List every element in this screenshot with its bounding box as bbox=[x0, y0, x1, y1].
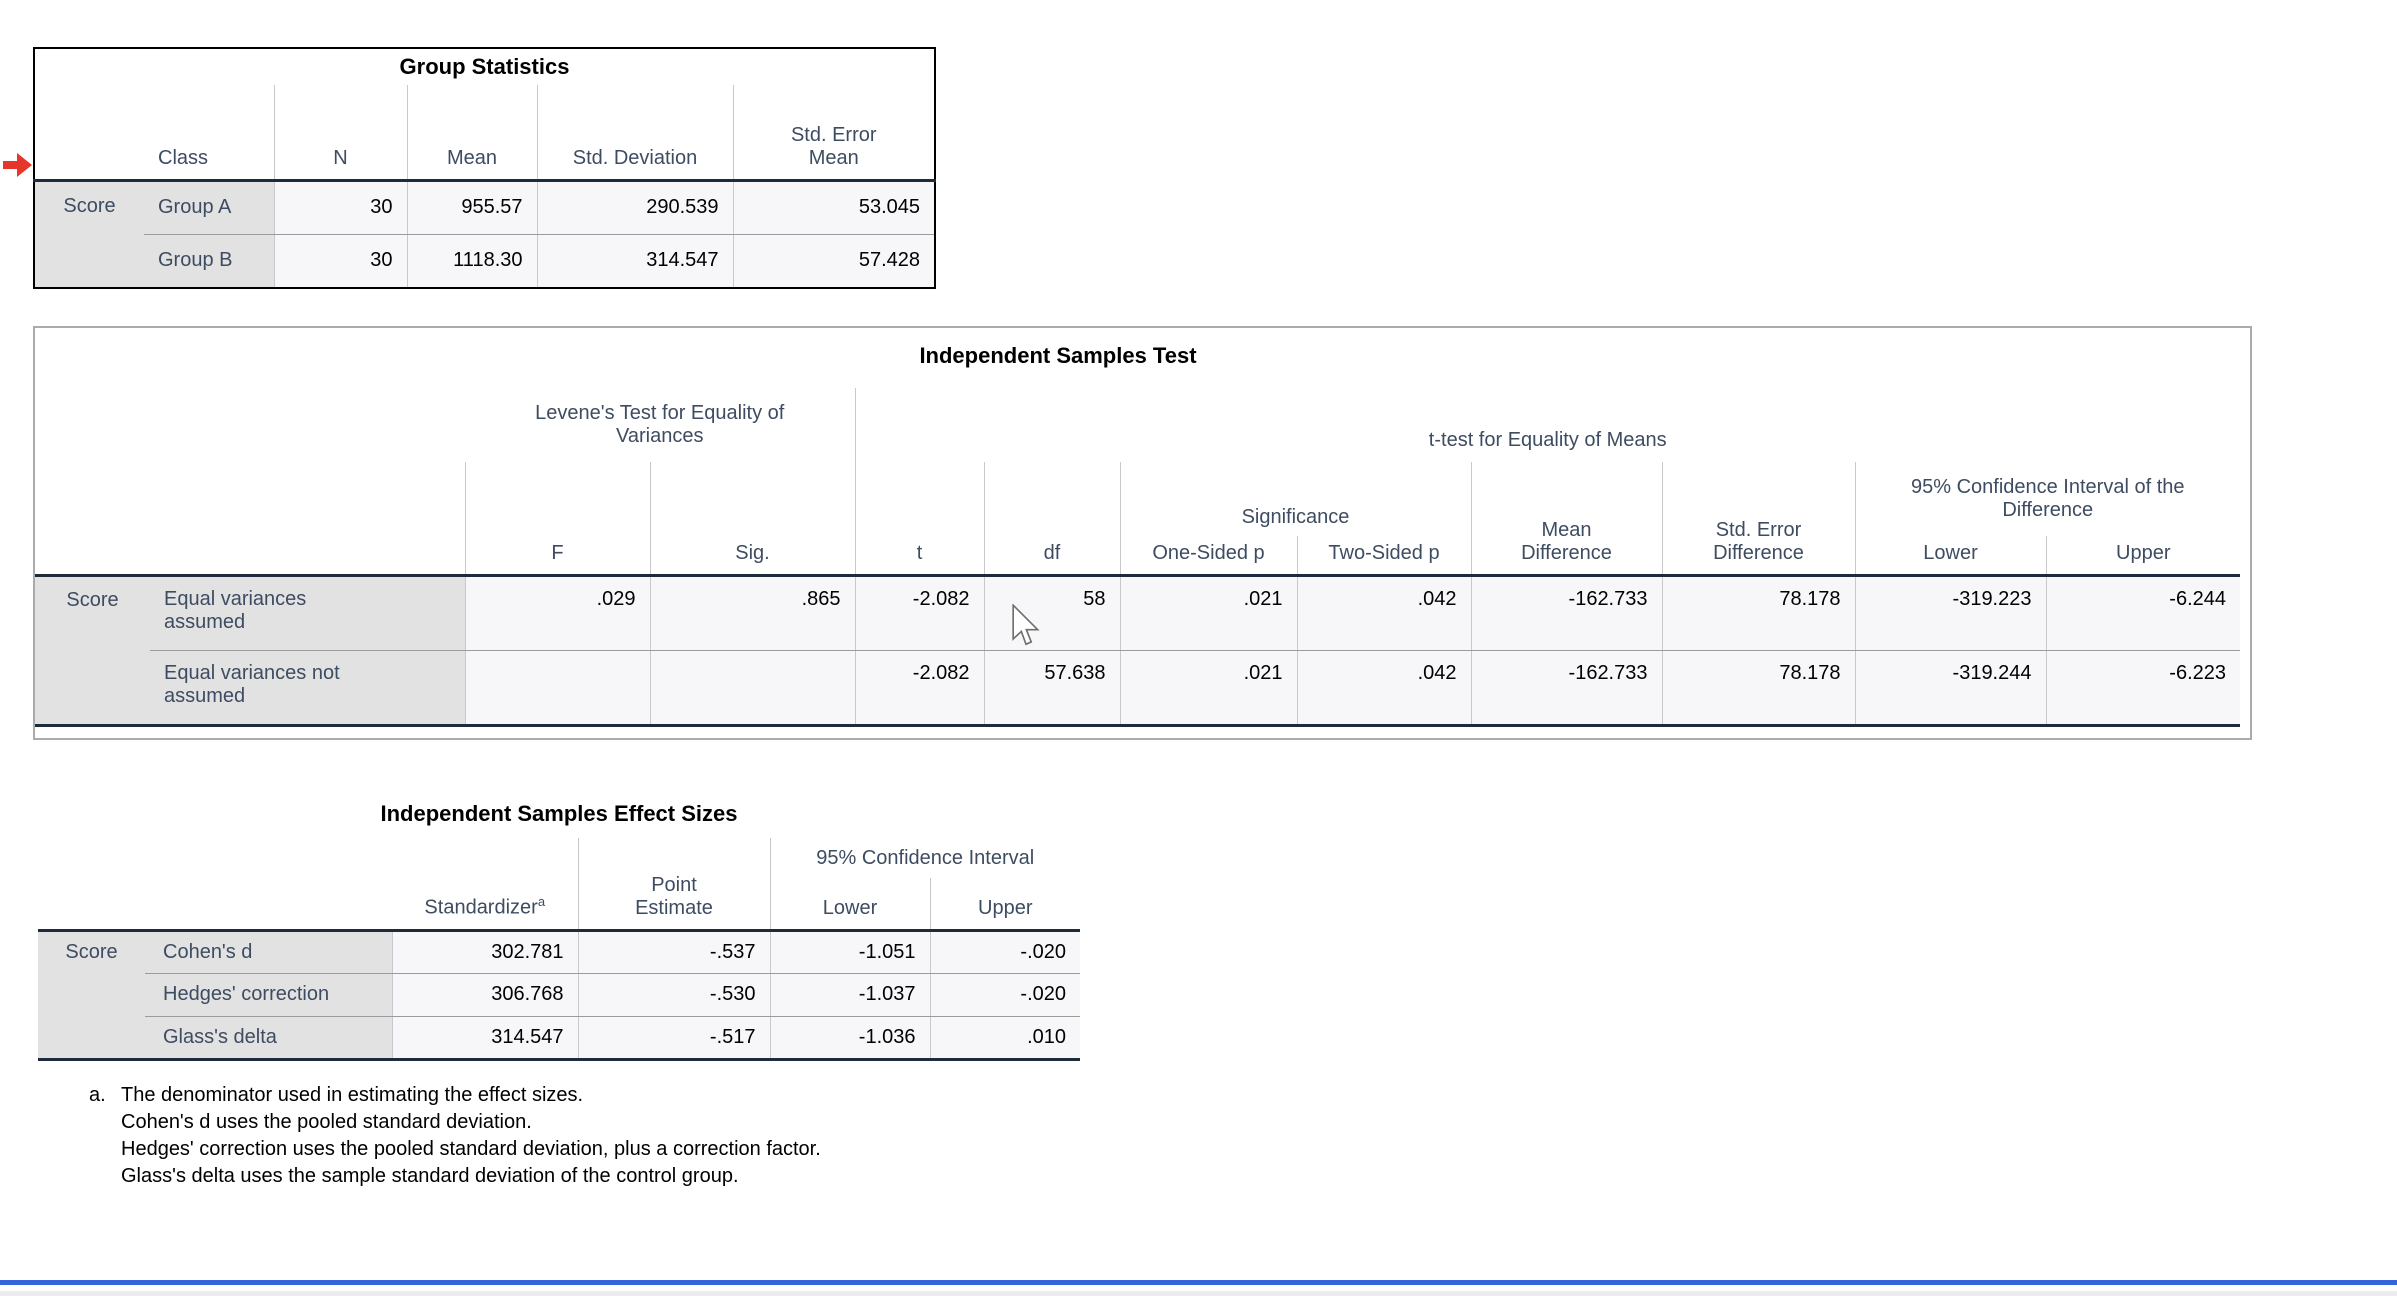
value-cell-sig bbox=[649, 650, 855, 727]
col-header-upper: Upper bbox=[2045, 536, 2240, 577]
window-edge-strip bbox=[0, 1291, 2397, 1296]
value-cell-point: -.537 bbox=[577, 930, 770, 974]
row-label-glass: Glass's delta bbox=[145, 1016, 392, 1061]
value-cell-two-sided: .042 bbox=[1296, 575, 1471, 651]
col-header-df: df bbox=[983, 462, 1120, 577]
value-cell-lower: -1.036 bbox=[769, 1016, 930, 1061]
value-cell-df: 58 bbox=[983, 575, 1120, 651]
independent-samples-test-table[interactable]: Levene's Test for Equality of Variances … bbox=[35, 388, 2240, 727]
value-cell-standardizer: 302.781 bbox=[391, 930, 578, 974]
value-cell-stddev-a: 290.539 bbox=[536, 180, 733, 235]
col-header-class: Class bbox=[144, 85, 274, 182]
col-header-lower: Lower bbox=[769, 878, 930, 932]
row-var-label: Score bbox=[38, 930, 145, 1061]
value-cell-upper: -.020 bbox=[929, 973, 1080, 1017]
row-var-label: Score bbox=[34, 180, 144, 288]
selection-outline bbox=[33, 326, 2252, 740]
value-cell-one-sided: .021 bbox=[1119, 575, 1297, 651]
footnote-marker: a. bbox=[89, 1084, 106, 1106]
value-cell-one-sided: .021 bbox=[1119, 650, 1297, 727]
corner-cell bbox=[38, 838, 392, 932]
value-cell-point: -.530 bbox=[577, 973, 770, 1017]
row-var-label: Score bbox=[35, 575, 150, 727]
value-cell-upper: -6.244 bbox=[2045, 575, 2240, 651]
effect-sizes-title: Independent Samples Effect Sizes bbox=[380, 801, 738, 826]
row-label-hedges: Hedges' correction bbox=[145, 973, 392, 1017]
value-cell-stderr-b: 57.428 bbox=[732, 234, 935, 288]
value-cell-sig: .865 bbox=[649, 575, 855, 651]
col-header-lower: Lower bbox=[1854, 536, 2046, 577]
row-label-cohens-d: Cohen's d bbox=[145, 930, 392, 974]
group-header-significance: Significance bbox=[1119, 462, 1471, 536]
footnote-lines: The denominator used in estimating the e… bbox=[121, 1082, 821, 1190]
independent-samples-test-title: Independent Samples Test bbox=[919, 343, 1197, 368]
col-header-mean-difference: Mean Difference bbox=[1470, 462, 1662, 577]
value-cell-mean-b: 1118.30 bbox=[406, 234, 537, 288]
value-cell-n-b: 30 bbox=[273, 234, 407, 288]
col-header-std-error-mean: Std. Error Mean bbox=[732, 85, 935, 182]
value-cell-f bbox=[464, 650, 650, 727]
table-footnote: a. The denominator used in estimating th… bbox=[89, 1082, 821, 1190]
corner-cell bbox=[35, 388, 465, 577]
value-cell-f: .029 bbox=[464, 575, 650, 651]
value-cell-standardizer: 306.768 bbox=[391, 973, 578, 1017]
group-header-ttest: t-test for Equality of Means bbox=[854, 388, 2240, 462]
col-header-t: t bbox=[854, 462, 984, 577]
group-statistics-table[interactable]: Group Statistics Class N Mean Std. Devia… bbox=[33, 47, 936, 289]
value-cell-upper: -.020 bbox=[929, 930, 1080, 974]
value-cell-point: -.517 bbox=[577, 1016, 770, 1061]
footnote-line: The denominator used in estimating the e… bbox=[121, 1084, 584, 1106]
col-header-one-sided-p: One-Sided p bbox=[1119, 536, 1297, 577]
row-label-group-a: Group A bbox=[144, 180, 274, 235]
value-cell-mean-diff: -162.733 bbox=[1470, 650, 1662, 727]
footnote-line: Glass's delta uses the sample standard d… bbox=[121, 1165, 739, 1187]
selection-arrow-icon bbox=[3, 153, 32, 177]
value-cell-t: -2.082 bbox=[854, 575, 984, 651]
value-cell-stderr-a: 53.045 bbox=[732, 180, 935, 235]
value-cell-two-sided: .042 bbox=[1296, 650, 1471, 727]
col-header-two-sided-p: Two-Sided p bbox=[1296, 536, 1471, 577]
col-header-upper: Upper bbox=[929, 878, 1080, 932]
value-cell-lower: -1.037 bbox=[769, 973, 930, 1017]
value-cell-upper: .010 bbox=[929, 1016, 1080, 1061]
footnote-line: Cohen's d uses the pooled standard devia… bbox=[121, 1111, 532, 1133]
value-cell-mean-diff: -162.733 bbox=[1470, 575, 1662, 651]
group-header-ci: 95% Confidence Interval bbox=[769, 838, 1080, 878]
footnote-line: Hedges' correction uses the pooled stand… bbox=[121, 1138, 821, 1160]
group-header-ci: 95% Confidence Interval of the Differenc… bbox=[1854, 462, 2240, 536]
col-header-sig: Sig. bbox=[649, 462, 855, 577]
row-label-group-b: Group B bbox=[144, 234, 274, 288]
value-cell-df: 57.638 bbox=[983, 650, 1120, 727]
value-cell-t: -2.082 bbox=[854, 650, 984, 727]
col-header-n: N bbox=[273, 85, 407, 182]
value-cell-lower: -319.244 bbox=[1854, 650, 2046, 727]
value-cell-lower: -319.223 bbox=[1854, 575, 2046, 651]
window-edge-accent bbox=[0, 1280, 2397, 1285]
col-header-std-deviation: Std. Deviation bbox=[536, 85, 733, 182]
col-header-mean: Mean bbox=[406, 85, 537, 182]
value-cell-standardizer: 314.547 bbox=[391, 1016, 578, 1061]
effect-sizes-table[interactable]: Standardizera Point Estimate 95% Confide… bbox=[38, 838, 1080, 1061]
value-cell-stderr-diff: 78.178 bbox=[1661, 575, 1855, 651]
value-cell-mean-a: 955.57 bbox=[406, 180, 537, 235]
group-statistics-title: Group Statistics bbox=[34, 48, 935, 85]
value-cell-stddev-b: 314.547 bbox=[536, 234, 733, 288]
value-cell-stderr-diff: 78.178 bbox=[1661, 650, 1855, 727]
col-header-std-error-difference: Std. Error Difference bbox=[1661, 462, 1855, 577]
group-header-levene: Levene's Test for Equality of Variances bbox=[465, 388, 855, 462]
value-cell-n-a: 30 bbox=[273, 180, 407, 235]
col-header-f: F bbox=[464, 462, 650, 577]
row-label-equal-variances-not: Equal variances not assumed bbox=[150, 650, 465, 727]
row-label-equal-variances: Equal variances assumed bbox=[150, 575, 465, 651]
col-header-standardizer: Standardizera bbox=[392, 838, 578, 932]
col-header-point-estimate: Point Estimate bbox=[577, 838, 770, 932]
corner-cell bbox=[34, 85, 144, 182]
mouse-cursor-icon bbox=[1012, 604, 1040, 646]
value-cell-upper: -6.223 bbox=[2045, 650, 2240, 727]
value-cell-lower: -1.051 bbox=[769, 930, 930, 974]
